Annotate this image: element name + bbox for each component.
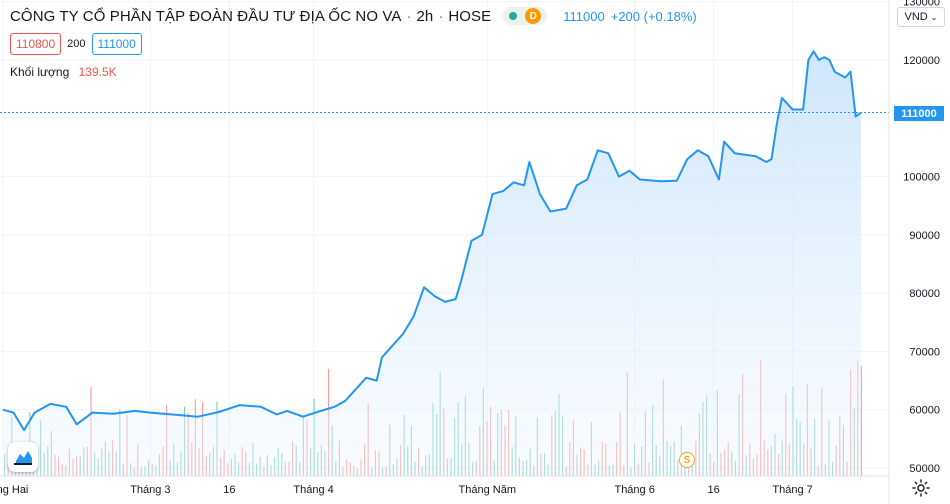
volume-bar: [860, 366, 862, 476]
symbol-header: CÔNG TY CỔ PHẦN TẬP ĐOÀN ĐẦU TƯ ĐỊA ỐC N…: [10, 6, 697, 26]
event-marker[interactable]: S: [679, 452, 695, 468]
time-axis-label: Tháng 6: [614, 484, 654, 496]
price-area: [3, 51, 861, 477]
exchange-label: HOSE: [448, 7, 492, 25]
volume-value: 139.5K: [78, 65, 117, 79]
price-line: [2, 50, 862, 432]
time-axis-label: Tháng 4: [293, 484, 333, 496]
ask-price[interactable]: 111000: [91, 33, 142, 55]
price-axis-label: 60000: [909, 405, 940, 417]
tradingview-cloud-icon[interactable]: [8, 442, 38, 472]
time-axis[interactable]: Tháng Hai Tháng 3 16 Tháng 4 Tháng Năm Tháng …: [0, 484, 813, 496]
price-axis-label: 120000: [903, 55, 940, 67]
time-axis-label: 16: [707, 484, 719, 496]
time-axis-label: 16: [223, 484, 235, 496]
time-axis-label: Tháng Năm: [459, 484, 516, 496]
bid-ask-row: 110800 200 111000: [10, 33, 142, 55]
market-open-icon: [509, 12, 518, 20]
last-price-tag: 111000: [894, 106, 944, 121]
delayed-data-icon: D: [525, 8, 542, 24]
price-axis-label: 70000: [909, 346, 940, 358]
chevron-down-icon: ⌄: [930, 12, 938, 22]
bid-price[interactable]: 110800: [10, 33, 62, 55]
interval-label[interactable]: 2h: [416, 7, 434, 25]
gear-icon[interactable]: [911, 478, 931, 498]
spread: 200: [67, 38, 86, 50]
price-change: +200 (+0.18%): [610, 8, 697, 24]
market-status-pill[interactable]: D: [503, 7, 548, 25]
currency-label: VND: [904, 11, 928, 23]
price-axis-label: 80000: [909, 288, 940, 300]
time-axis-label: Tháng Hai: [0, 484, 28, 496]
price-axis-label: 100000: [903, 172, 940, 184]
symbol-title[interactable]: CÔNG TY CỔ PHẦN TẬP ĐOÀN ĐẦU TƯ ĐỊA ỐC N…: [10, 7, 402, 25]
time-axis-label: Tháng 3: [130, 484, 170, 496]
currency-select[interactable]: VND ⌄: [897, 7, 945, 27]
volume-legend[interactable]: Khối lượng 139.5K: [10, 65, 117, 79]
time-axis-label: Tháng 7: [772, 484, 812, 496]
price-axis-label: 50000: [909, 463, 940, 475]
price-axis-label: 130000: [903, 0, 940, 9]
volume-label: Khối lượng: [10, 65, 70, 79]
last-price: 111000: [563, 8, 605, 24]
separator: ·: [438, 7, 444, 25]
separator: ·: [406, 7, 412, 25]
price-axis-label: 90000: [909, 230, 940, 242]
price-axis[interactable]: 50000 60000 70000 80000 90000 100000 120000 130…: [903, 0, 940, 475]
